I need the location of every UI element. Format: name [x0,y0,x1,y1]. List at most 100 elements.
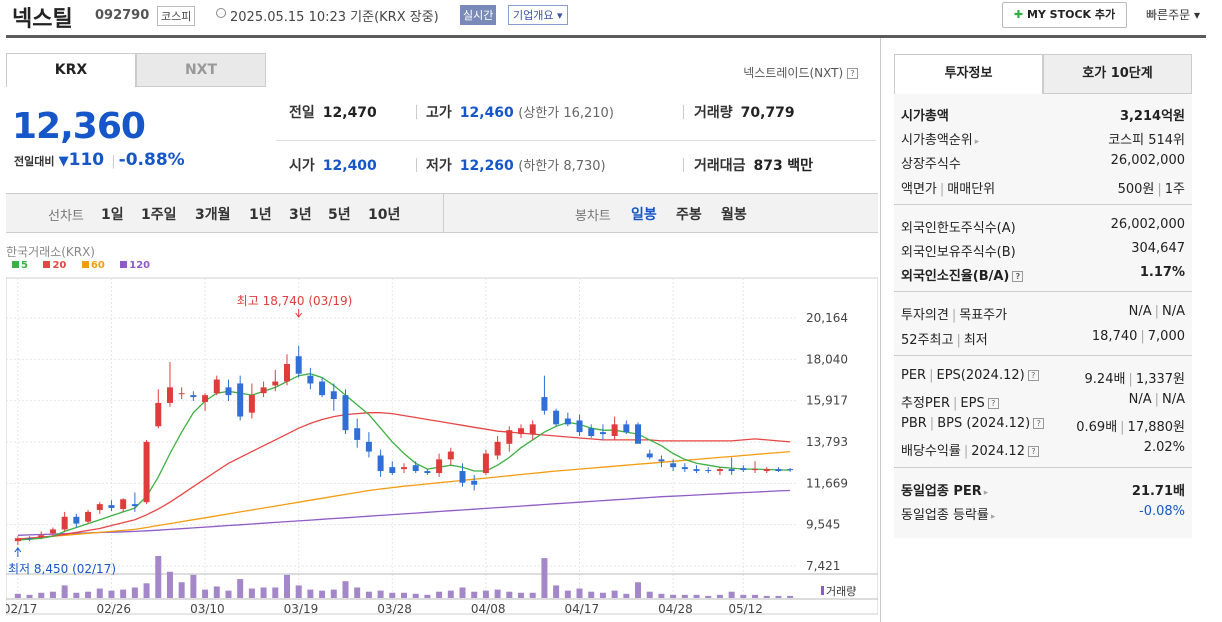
tab-investment-info[interactable]: 투자정보 [894,54,1043,94]
volume-bar [14,593,21,598]
quote-panel: KRX NXT 넥스트레이드(NXT) ? 12,360 전일대비 ▼110 |… [3,38,879,622]
volume-bar [120,589,127,598]
nxt-link[interactable]: 넥스트레이드(NXT) ? [743,64,858,81]
candle-body [646,453,653,458]
volume-bar [307,589,314,598]
section-divider [894,291,1192,293]
caret-down-icon: ▾ [1190,8,1201,22]
candle-weekly[interactable]: 주봉 [676,207,702,223]
candle-body [471,480,478,485]
add-my-stock-button[interactable]: ✚ MY STOCK 추가 [1002,2,1127,28]
period-3m[interactable]: 3개월 [195,207,231,223]
help-icon[interactable]: ? [1012,271,1024,283]
candle-body [155,402,162,427]
candle-body [14,538,21,542]
volume-bar [623,593,630,598]
info-value: 9.24배 | 1,337원 [1084,371,1185,387]
period-3y[interactable]: 3년 [289,207,312,223]
candle-body [178,393,185,395]
caret-right-icon: ▸ [983,487,989,498]
volume-bar [482,590,489,598]
candle-body [599,432,606,435]
down-triangle-icon: ▼ [58,154,69,169]
chart-frame [5,277,879,615]
company-overview-dropdown[interactable]: 기업개요 ▾ [508,5,568,25]
change-percent: -0.88% [118,150,185,170]
quick-order-dropdown[interactable]: 빠른주문 ▾ [1146,8,1201,22]
period-10y[interactable]: 10년 [368,207,401,223]
info-value: 21.71배 [1131,483,1185,499]
line-chart-label: 선차트 [48,209,84,224]
tab-krx[interactable]: KRX [6,53,136,87]
candle-body [787,469,794,471]
help-icon[interactable]: ? [1033,418,1045,430]
help-icon[interactable]: ? [1027,369,1039,381]
candlestick-chart[interactable]: 20,164 18,040 15,917 13,793 11,669 9,545 7,421… [3,243,879,622]
volume-bar [763,595,770,598]
low-arrow-icon [14,547,22,557]
price-change: 전일대비 ▼110 | -0.88% [14,150,185,170]
period-1d[interactable]: 1일 [101,207,124,223]
volume-bar [26,594,33,598]
candle-body [85,511,92,522]
info-value: 코스피 514위 [1108,133,1185,149]
candle-body [120,499,127,509]
candle-body [377,455,384,472]
help-icon[interactable]: ? [847,68,858,79]
candle-daily[interactable]: 일봉 [631,207,657,223]
tab-nxt[interactable]: NXT [136,53,266,87]
info-row: 외국인한도주식수(A) 26,002,000 [901,214,1185,238]
period-bar: 선차트 1일 1주일 3개월 1년 3년 5년 10년 봉차트 일봉 주봉 월봉 [6,193,878,233]
ma20-line [17,412,791,540]
candle-body [412,465,419,472]
volume-bar [658,593,665,598]
volume-bar [506,591,513,598]
candle-body [166,387,173,403]
volume-bar [248,588,255,598]
info-row[interactable]: 동일업종 PER ▸ 21.71배 [901,477,1185,501]
x-tick-label: 04/08 [471,602,506,616]
volume-bar [61,585,68,598]
y-tick-label: 13,793 [806,435,848,449]
volume-bar [401,592,407,598]
period-1w[interactable]: 1주일 [141,207,177,223]
volume-bar [635,582,642,598]
info-row[interactable]: 시가총액순위 ▸ 코스피 514위 [901,126,1185,150]
period-5y[interactable]: 5년 [328,207,351,223]
help-icon[interactable]: ? [987,398,999,409]
volume-bar [646,591,653,598]
period-1y[interactable]: 1년 [249,207,272,223]
investment-info-panel: 투자정보 호가 10단계 시가총액 3,214억원 시가총액순위 ▸ 코스피 514위 상… [880,38,1222,622]
volume-bar [529,592,536,598]
y-tick-label: 9,545 [806,518,840,532]
volume-legend-label: 거래량 [826,585,856,598]
info-key: 시가총액순위 ▸ [901,133,980,149]
low-annotation: 최저 8,450 (02/17) [8,562,116,576]
high-arrow-icon [295,309,303,318]
change-amount: 110 [68,150,105,170]
legend-ma20: 20 [43,260,72,271]
info-row[interactable]: 동일업종 등락률 ▸ -0.08% [901,501,1185,525]
price-chart[interactable]: 한국거래소(KRX) 5 20 60 120 20,164 18,040 15,91… [3,243,879,622]
volume-bar [553,585,560,598]
info-value: 0.69배 | 17,880원 [1076,420,1185,436]
candle-body [342,395,349,431]
candle-body [260,387,267,394]
info-row: 배당수익률 | 2024.12? 2.02% [901,437,1185,461]
realtime-button[interactable]: 실시간 [460,5,497,25]
volume-bar [518,592,525,598]
candle-body [436,459,443,473]
candle-body [740,468,747,471]
candle-body [623,424,630,433]
candle-body [213,379,220,394]
volume-bar [319,590,326,598]
info-key: 추정PER | EPS? [901,392,999,411]
market-badge: 코스피 [157,6,196,26]
volume-bar [354,587,361,598]
help-icon[interactable]: ? [1027,446,1039,458]
info-value: N/A | N/A [1128,304,1185,320]
candle-monthly[interactable]: 월봉 [721,207,747,223]
tab-order-book[interactable]: 호가 10단계 [1043,54,1192,94]
volume-bar [342,581,349,598]
legend-ma60: 60 [81,260,111,271]
